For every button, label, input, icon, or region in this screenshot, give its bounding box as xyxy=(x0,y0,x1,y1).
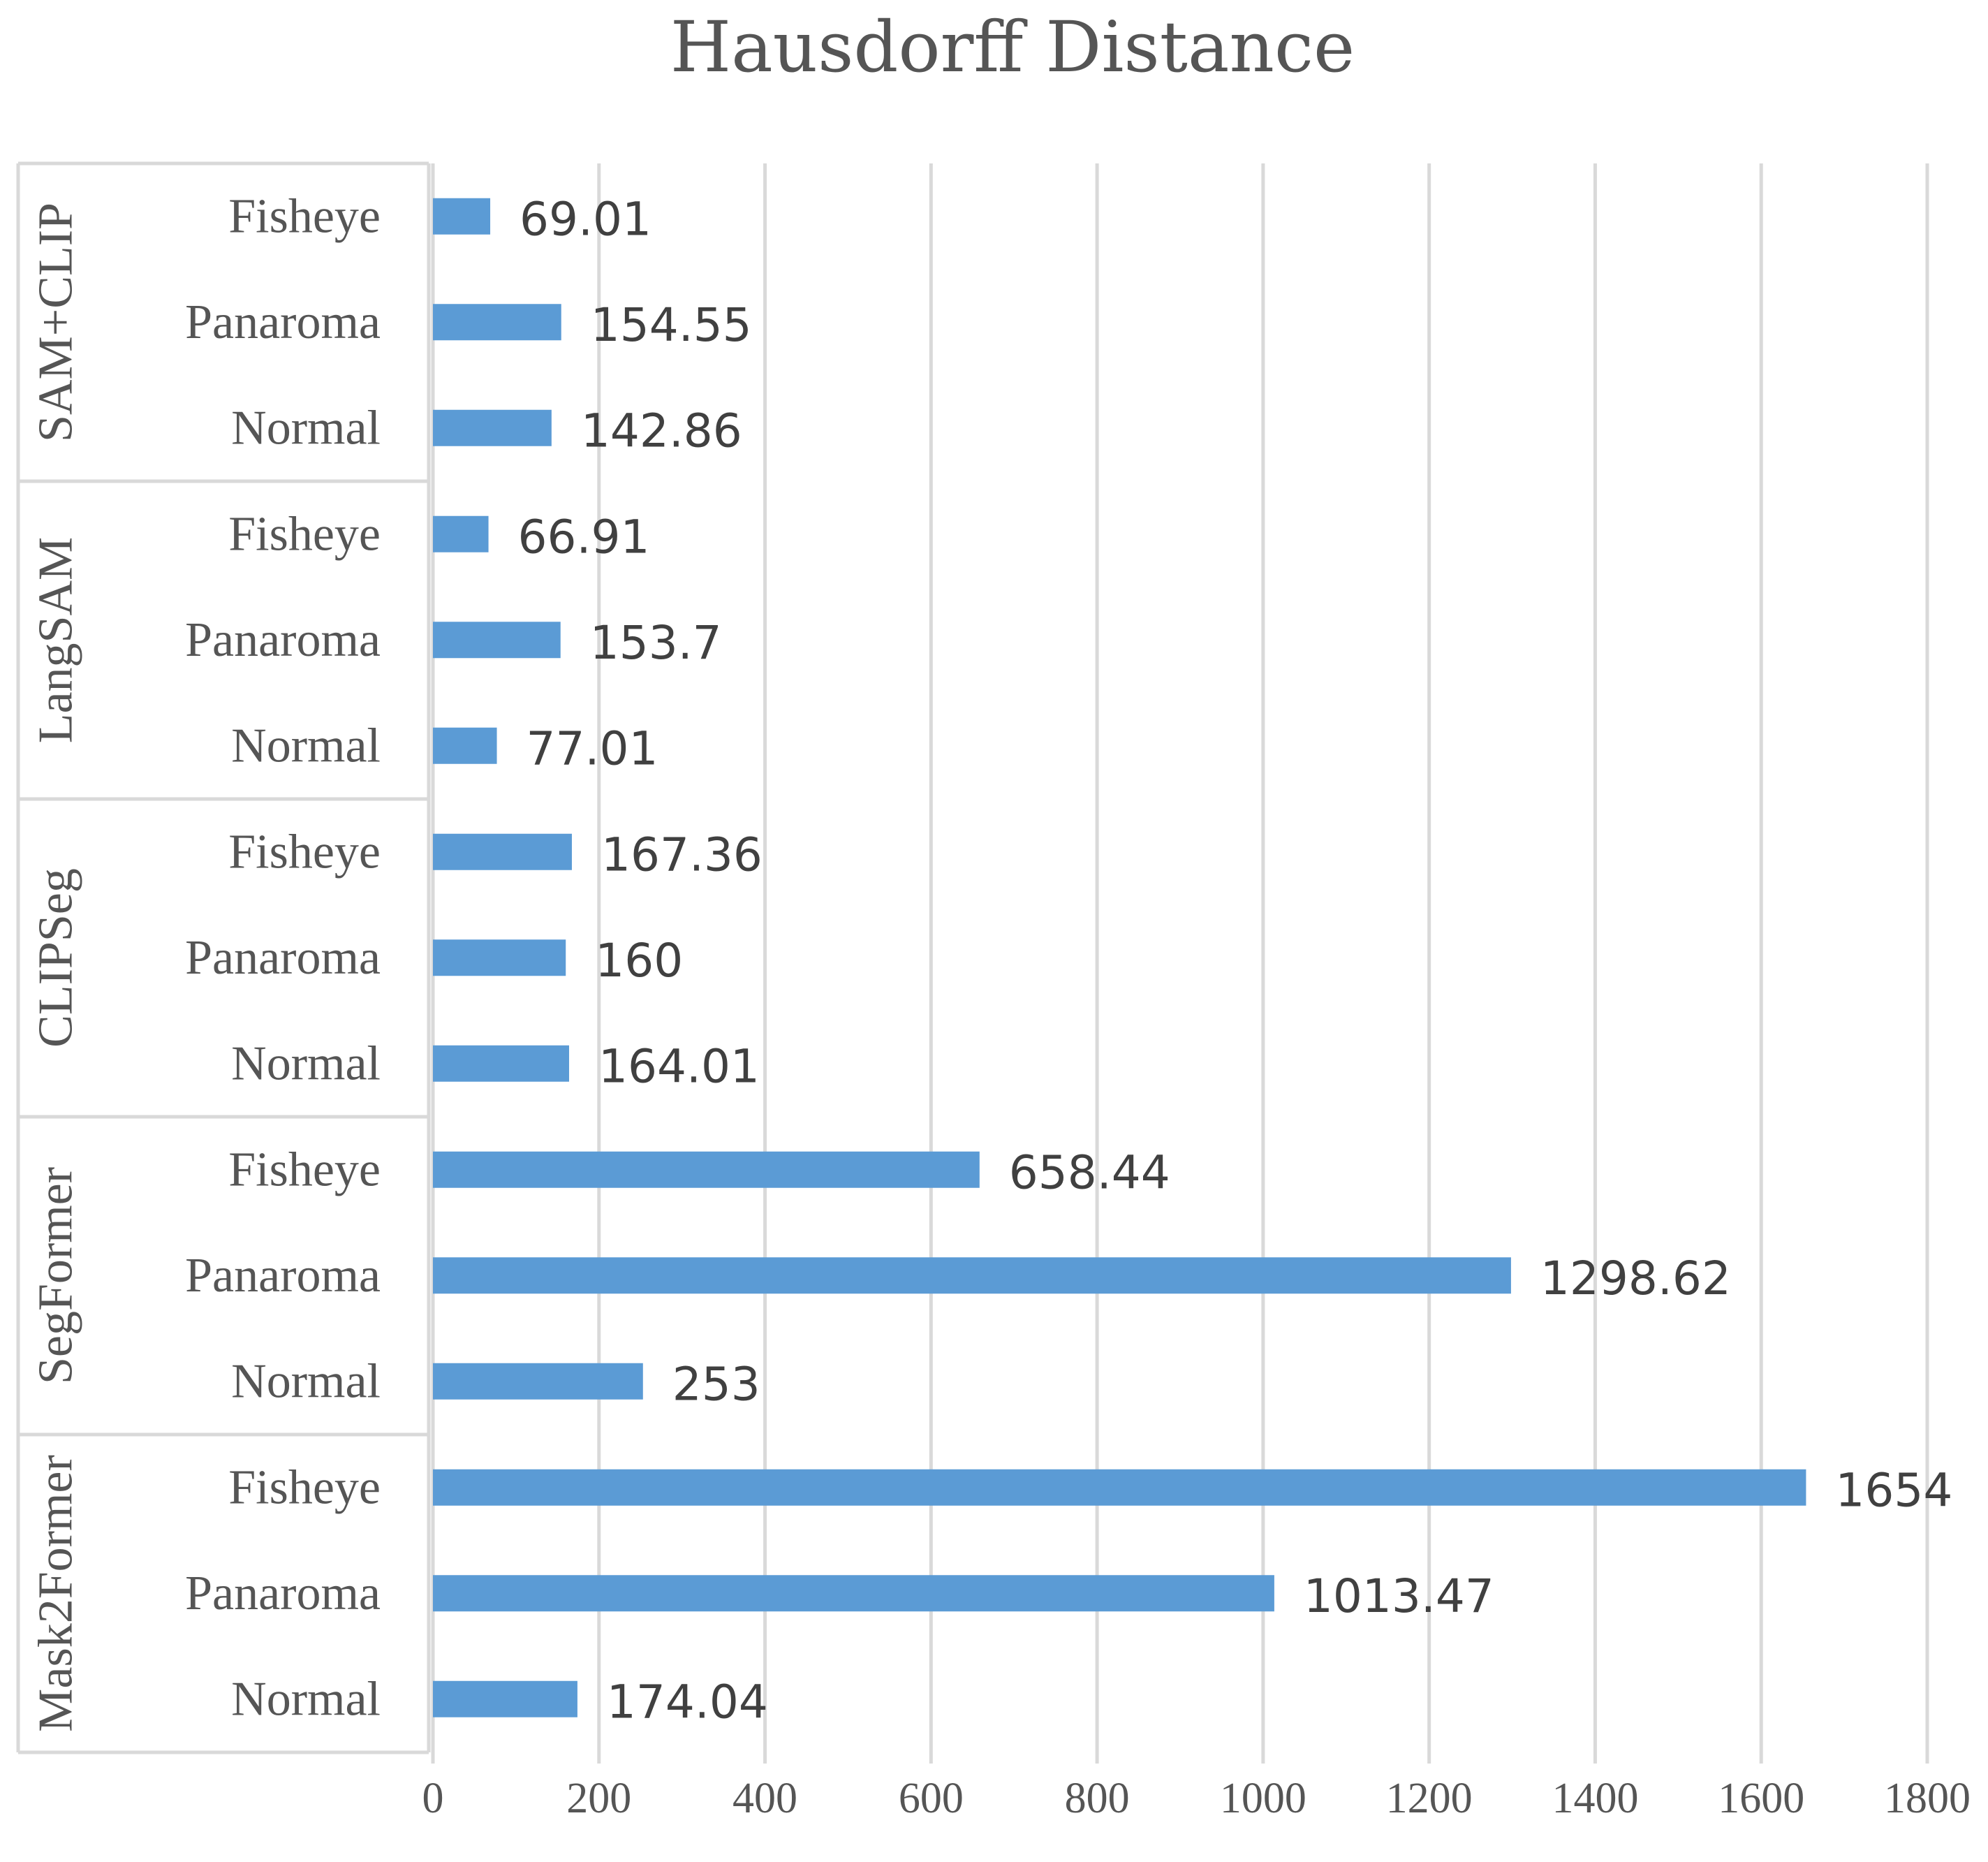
group-label: Mask2Former xyxy=(29,1455,83,1732)
bar xyxy=(433,1151,980,1188)
group-label: SAM+CLIP xyxy=(29,203,83,442)
data-label: 77.01 xyxy=(527,721,658,775)
data-label: 66.91 xyxy=(518,510,650,564)
x-tick-label: 1800 xyxy=(1884,1775,1971,1822)
category-label: Normal xyxy=(231,1672,381,1726)
bar xyxy=(433,1045,569,1082)
data-label: 174.04 xyxy=(607,1675,768,1729)
category-label: Panaroma xyxy=(185,295,381,349)
gridlines xyxy=(431,163,1929,1764)
bar xyxy=(433,1363,643,1400)
bar xyxy=(433,939,566,976)
x-tick-label: 1600 xyxy=(1718,1775,1804,1822)
x-tick-label: 600 xyxy=(899,1775,964,1822)
chart-title: Hausdorff Distance xyxy=(670,6,1355,88)
group-label: SegFormer xyxy=(29,1167,83,1384)
category-label: Normal xyxy=(231,1354,381,1408)
x-tick-label: 0 xyxy=(422,1775,444,1822)
data-label: 154.55 xyxy=(591,298,752,352)
x-tick-label: 1000 xyxy=(1220,1775,1306,1822)
bar xyxy=(433,833,572,870)
bar xyxy=(433,515,489,552)
category-label: Normal xyxy=(231,719,381,772)
data-label: 1654 xyxy=(1835,1463,1952,1517)
data-label: 253 xyxy=(672,1357,760,1411)
bar xyxy=(433,622,561,659)
bar xyxy=(433,304,561,341)
data-label: 1298.62 xyxy=(1540,1252,1731,1305)
bar xyxy=(433,409,552,446)
category-label: Fisheye xyxy=(228,1460,381,1514)
data-label: 164.01 xyxy=(598,1039,760,1093)
group-label: CLIPSeg xyxy=(29,868,83,1048)
category-label: Fisheye xyxy=(228,1143,381,1196)
bar xyxy=(433,1257,1511,1294)
x-tick-label: 1200 xyxy=(1386,1775,1473,1822)
category-label: Fisheye xyxy=(228,189,381,243)
category-label: Panaroma xyxy=(185,613,381,667)
bar xyxy=(433,1575,1274,1612)
x-axis-ticks: 0 200 400 600 800 1000 1200 1400 1600 1800 xyxy=(422,1775,1971,1822)
x-tick-label: 800 xyxy=(1065,1775,1130,1822)
bar xyxy=(433,198,491,235)
bar xyxy=(433,727,497,764)
bar xyxy=(433,1680,577,1717)
category-label: Panaroma xyxy=(185,1249,381,1303)
data-label: 1013.47 xyxy=(1304,1569,1494,1623)
category-label: Fisheye xyxy=(228,507,381,561)
data-label: 69.01 xyxy=(520,192,651,246)
category-label: Panaroma xyxy=(185,1567,381,1620)
category-axis-panel: SAM+CLIP Fisheye Panaroma Normal LangSAM Fish… xyxy=(16,161,431,1754)
category-label: Fisheye xyxy=(228,825,381,879)
data-label: 153.7 xyxy=(590,616,722,670)
x-tick-label: 200 xyxy=(566,1775,631,1822)
data-labels: 69.01 154.55 142.86 66.91 153.7 77.01 167.36 16… xyxy=(518,192,1953,1729)
group-label: LangSAM xyxy=(29,537,83,744)
category-label: Panaroma xyxy=(185,931,381,985)
data-label: 658.44 xyxy=(1009,1145,1170,1199)
x-tick-label: 400 xyxy=(732,1775,797,1822)
data-label: 167.36 xyxy=(601,828,763,881)
category-label: Normal xyxy=(231,401,381,455)
bars xyxy=(433,198,1806,1717)
data-label: 142.86 xyxy=(581,404,742,457)
data-label: 160 xyxy=(595,934,683,988)
bar xyxy=(433,1469,1806,1506)
category-label: Normal xyxy=(231,1036,381,1090)
x-tick-label: 1400 xyxy=(1552,1775,1638,1822)
